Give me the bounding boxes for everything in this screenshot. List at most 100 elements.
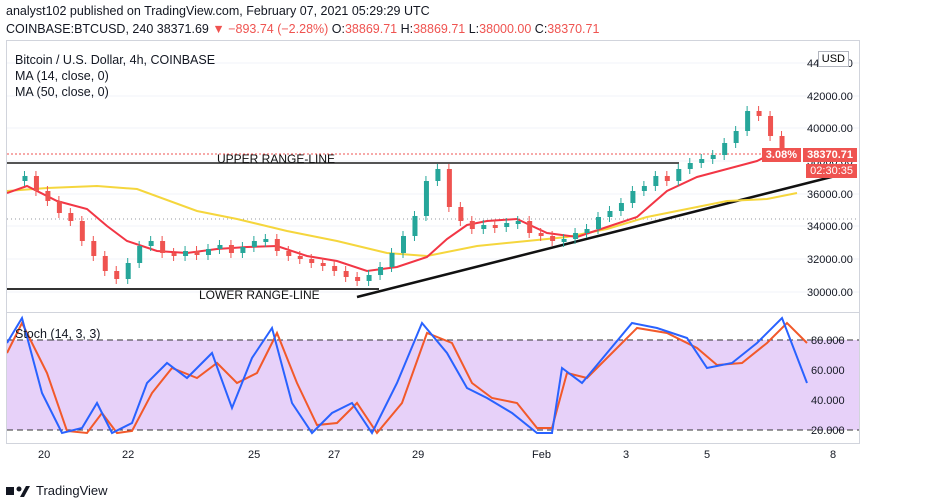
price-chart-svg[interactable]: 44000.00 42000.00 40000.00 38000.00 3600… <box>7 41 859 312</box>
symbol-ohlc-bar: COINBASE:BTCUSD, 240 38371.69 ▼ −893.74 … <box>6 22 599 36</box>
chart-title: Bitcoin / U.S. Dollar, 4h, COINBASE <box>15 53 216 67</box>
price-tick: 30000.00 <box>807 287 853 299</box>
candle-body <box>332 266 338 271</box>
tradingview-brand[interactable]: TradingView <box>6 483 108 498</box>
time-tick: 25 <box>248 449 260 461</box>
candle-body <box>45 191 51 201</box>
candle-body <box>401 236 406 253</box>
time-tick: Feb <box>532 449 551 461</box>
low-label: L: <box>468 22 480 36</box>
close-label: C: <box>534 22 548 36</box>
candle-body <box>217 245 223 249</box>
lower-range-label: LOWER RANGE-LINE <box>199 288 320 302</box>
open-label: O: <box>331 22 345 36</box>
candle-body <box>22 176 28 181</box>
candle-body <box>412 216 418 236</box>
candle-body <box>286 251 292 256</box>
candle-body <box>297 256 303 259</box>
price-tick: 36000.00 <box>807 189 853 201</box>
tradingview-logo-icon <box>6 485 30 497</box>
candle-body <box>676 169 682 181</box>
candle-body <box>171 253 177 256</box>
candle-body <box>389 253 395 267</box>
high-value: 38869.71 <box>413 22 466 36</box>
stoch-panel[interactable]: 80.000 60.000 40.000 20.000 Stoch (14, 3… <box>6 312 860 444</box>
time-axis[interactable]: 20 22 25 27 29 Feb 3 5 8 <box>0 444 934 466</box>
time-tick: 29 <box>412 449 424 461</box>
time-tick: 8 <box>830 449 836 461</box>
candle-body <box>733 131 739 143</box>
last-price: 38371.69 <box>156 22 209 36</box>
trend-line <box>356 169 856 299</box>
candle-body <box>148 241 154 246</box>
candle-body <box>687 163 693 169</box>
stoch-band <box>7 340 859 430</box>
candle-body <box>653 176 659 186</box>
time-tick: 3 <box>623 449 629 461</box>
candle-body <box>125 263 131 279</box>
stoch-d-line <box>7 320 808 435</box>
stoch-legend: Stoch (14, 3, 3) <box>15 327 101 341</box>
candle-body <box>779 136 785 151</box>
countdown-tag: 02:30:35 <box>806 164 857 178</box>
candle-body <box>114 271 120 279</box>
candle-body <box>343 271 349 277</box>
candle-body <box>481 225 487 229</box>
candle-body <box>137 246 143 263</box>
candle-body <box>515 221 521 224</box>
candle-body <box>446 169 452 207</box>
candle-body <box>79 221 85 241</box>
candle-body <box>550 236 556 241</box>
candle-body <box>607 211 613 217</box>
stoch-svg[interactable]: 80.000 60.000 40.000 20.000 <box>7 313 859 443</box>
candle-body <box>710 155 716 159</box>
candle-body <box>68 213 74 221</box>
candle-body <box>160 241 166 253</box>
candle-body <box>183 251 189 256</box>
candle-body <box>194 251 200 255</box>
candle-body <box>274 239 280 251</box>
candle-body <box>584 229 590 233</box>
price-change: ▼ −893.74 (−2.28%) <box>212 22 329 36</box>
high-label: H: <box>400 22 414 36</box>
published-info: analyst102 published on TradingView.com,… <box>6 4 430 18</box>
candle-body <box>664 176 670 181</box>
candle-body <box>263 239 269 242</box>
candle-body <box>469 221 475 229</box>
candlestick-series <box>22 106 785 286</box>
candle-body <box>527 221 533 233</box>
candle-body <box>228 245 234 253</box>
price-tick: 42000.00 <box>807 91 853 103</box>
stoch-tick: 40.000 <box>811 395 845 407</box>
candle-body <box>320 263 326 266</box>
ma14-legend: MA (14, close, 0) <box>15 69 109 83</box>
upper-range-label: UPPER RANGE-LINE <box>217 152 335 166</box>
stoch-tick: 80.000 <box>811 335 845 347</box>
candle-body <box>768 116 774 136</box>
candle-body <box>378 267 384 275</box>
percent-tag: 3.08% <box>761 148 801 162</box>
brand-label: TradingView <box>36 483 108 498</box>
stoch-tick: 60.000 <box>811 365 845 377</box>
candle-body <box>435 169 441 181</box>
candle-body <box>206 249 211 255</box>
candle-body <box>722 143 728 155</box>
low-value: 38000.00 <box>479 22 532 36</box>
last-price-tag: 38370.71 <box>803 148 857 162</box>
stoch-tick: 20.000 <box>811 425 845 437</box>
candle-body <box>573 233 579 239</box>
time-tick: 22 <box>122 449 134 461</box>
stoch-k-line <box>7 315 808 435</box>
candle-body <box>102 256 108 271</box>
candle-body <box>240 247 246 253</box>
symbol-label: COINBASE:BTCUSD, 240 <box>6 22 154 36</box>
candle-body <box>33 176 39 191</box>
currency-button[interactable]: USD <box>817 51 849 67</box>
close-value: 38370.71 <box>547 22 600 36</box>
price-tick: 40000.00 <box>807 123 853 135</box>
candle-body <box>56 201 62 213</box>
candle-body <box>366 275 372 281</box>
price-chart-panel[interactable]: 44000.00 42000.00 40000.00 38000.00 3600… <box>6 40 860 313</box>
candle-body <box>91 241 97 256</box>
candle-body <box>423 181 429 216</box>
